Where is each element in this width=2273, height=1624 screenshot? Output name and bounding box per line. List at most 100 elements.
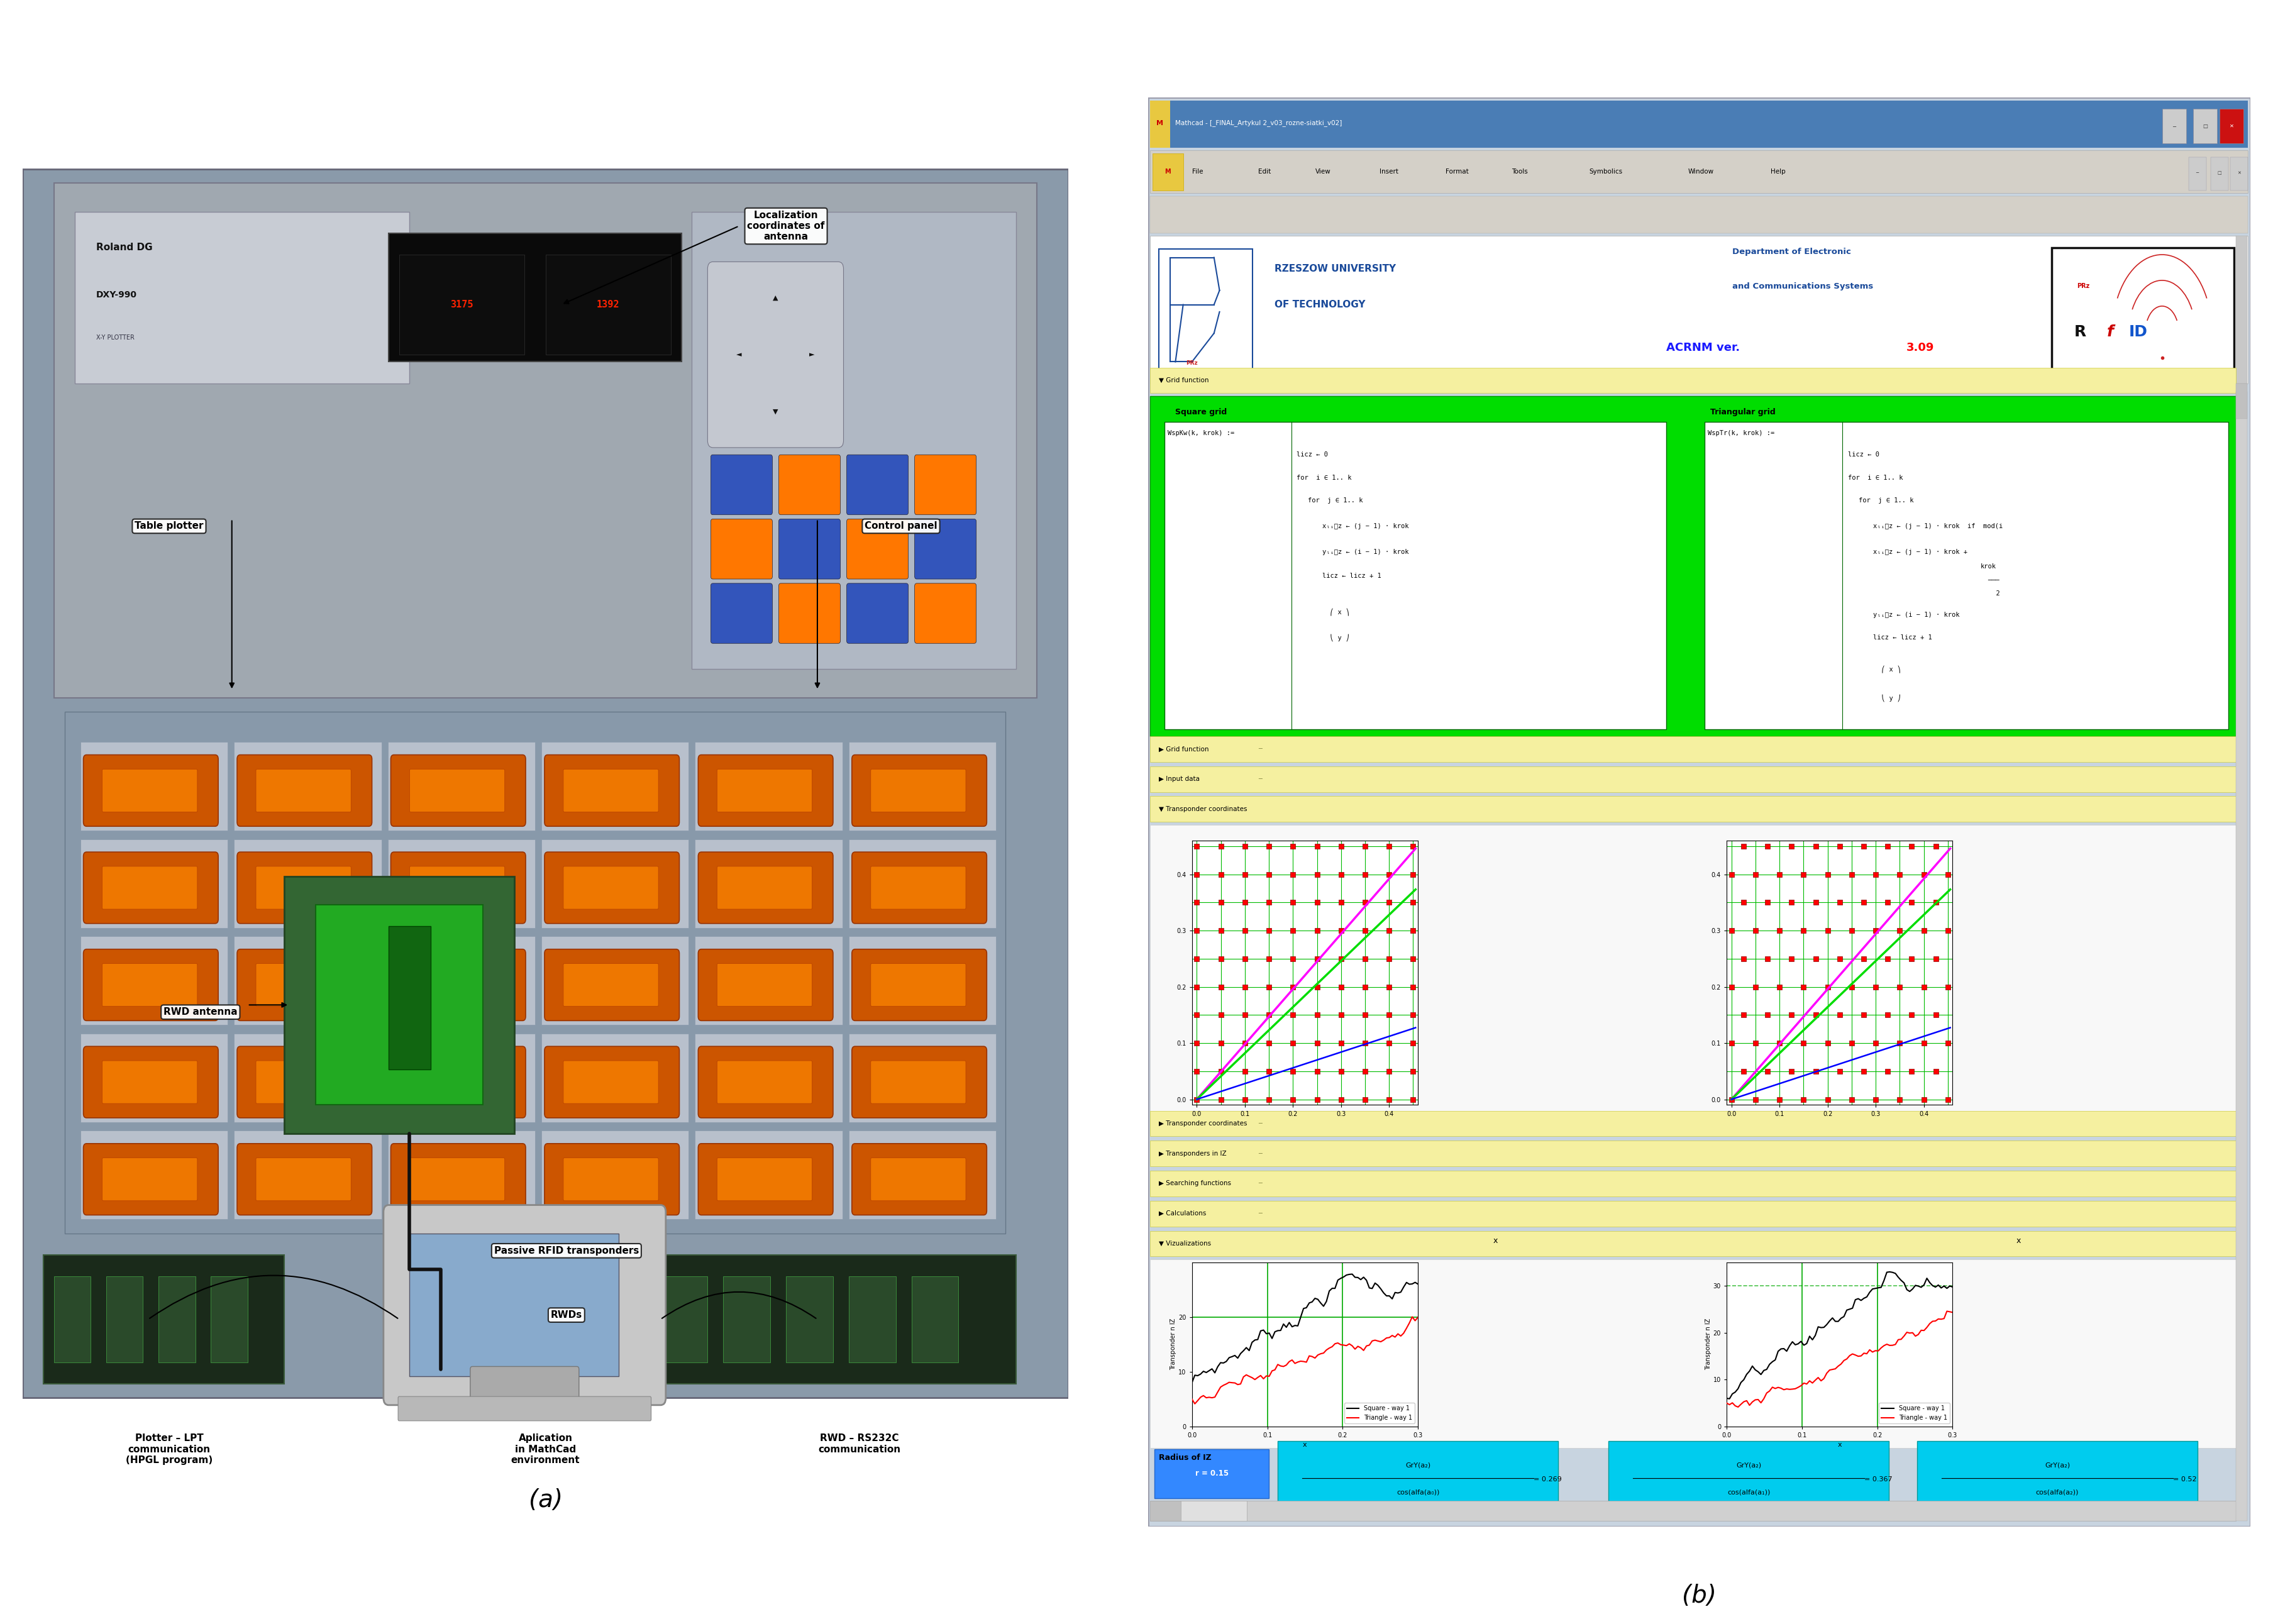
FancyBboxPatch shape [2053, 247, 2234, 378]
FancyBboxPatch shape [1150, 1231, 2237, 1257]
FancyBboxPatch shape [696, 840, 843, 927]
FancyBboxPatch shape [1155, 1449, 1268, 1497]
Text: Symbolics: Symbolics [1589, 169, 1623, 175]
Text: cos(alfa(a₀)): cos(alfa(a₀)) [1396, 1489, 1439, 1496]
FancyBboxPatch shape [384, 1205, 666, 1405]
Text: yₗᵢᴄz ← (i − 1) · krok: yₗᵢᴄz ← (i − 1) · krok [1323, 549, 1409, 555]
FancyBboxPatch shape [1150, 1259, 2237, 1449]
FancyBboxPatch shape [564, 1060, 659, 1104]
Text: ─: ─ [1259, 1121, 1262, 1127]
X-axis label: x: x [1837, 1442, 1841, 1449]
FancyBboxPatch shape [541, 1033, 689, 1122]
Text: krok: krok [1980, 564, 1996, 570]
FancyBboxPatch shape [409, 963, 505, 1007]
Text: Plotter – LPT
communication
(HPGL program): Plotter – LPT communication (HPGL progra… [125, 1434, 214, 1465]
FancyBboxPatch shape [846, 455, 909, 515]
Text: X-Y PLOTTER: X-Y PLOTTER [95, 335, 134, 341]
FancyBboxPatch shape [564, 770, 659, 812]
Text: PRz: PRz [1187, 361, 1198, 365]
FancyBboxPatch shape [716, 1158, 811, 1200]
Text: yₗᵢᴄz ← (i − 1) · krok: yₗᵢᴄz ← (i − 1) · krok [1873, 612, 1959, 617]
FancyBboxPatch shape [102, 1060, 198, 1104]
FancyBboxPatch shape [55, 184, 1036, 698]
FancyBboxPatch shape [236, 1046, 373, 1117]
FancyBboxPatch shape [698, 1143, 834, 1215]
FancyBboxPatch shape [84, 948, 218, 1020]
Text: ▶ Grid function: ▶ Grid function [1159, 745, 1209, 752]
Text: ▶ Input data: ▶ Input data [1159, 776, 1200, 783]
FancyBboxPatch shape [2193, 109, 2216, 143]
FancyBboxPatch shape [80, 1033, 227, 1122]
Text: Passive RFID transponders: Passive RFID transponders [493, 1246, 639, 1255]
FancyBboxPatch shape [1609, 1440, 1889, 1515]
Y-axis label: Transponder n IZ: Transponder n IZ [1171, 1319, 1177, 1371]
Text: RZESZOW UNIVERSITY: RZESZOW UNIVERSITY [1275, 265, 1396, 274]
Text: Tools: Tools [1512, 169, 1527, 175]
FancyBboxPatch shape [1150, 1111, 2237, 1137]
FancyBboxPatch shape [257, 866, 350, 909]
Text: ACRNM ver.: ACRNM ver. [1666, 343, 1743, 352]
Text: Control panel: Control panel [864, 521, 936, 531]
FancyBboxPatch shape [564, 1158, 659, 1200]
FancyBboxPatch shape [871, 1158, 966, 1200]
FancyBboxPatch shape [1918, 1440, 2198, 1515]
FancyBboxPatch shape [257, 963, 350, 1007]
FancyBboxPatch shape [2237, 235, 2248, 383]
Text: ▲: ▲ [773, 294, 777, 300]
Text: DXY-990: DXY-990 [95, 291, 136, 299]
Text: Window: Window [1689, 169, 1714, 175]
Text: □: □ [2203, 123, 2207, 128]
FancyBboxPatch shape [80, 742, 227, 830]
Text: = 0.269: = 0.269 [1534, 1476, 1562, 1483]
FancyBboxPatch shape [1159, 248, 1252, 372]
FancyBboxPatch shape [848, 840, 996, 927]
Text: (b): (b) [1682, 1583, 1716, 1608]
FancyBboxPatch shape [257, 1158, 350, 1200]
FancyBboxPatch shape [871, 1060, 966, 1104]
FancyBboxPatch shape [1705, 422, 2228, 729]
Text: ─: ─ [1259, 1181, 1262, 1187]
Text: ⎝ y ⎠: ⎝ y ⎠ [1882, 693, 1900, 702]
FancyBboxPatch shape [564, 963, 659, 1007]
Text: WspKw(k, krok) :=: WspKw(k, krok) := [1168, 430, 1234, 437]
FancyBboxPatch shape [650, 1255, 1016, 1384]
Text: Help: Help [1771, 169, 1787, 175]
FancyBboxPatch shape [389, 937, 534, 1025]
Text: ⎛ x ⎞: ⎛ x ⎞ [1330, 607, 1350, 615]
FancyBboxPatch shape [914, 583, 977, 643]
FancyBboxPatch shape [43, 1255, 284, 1384]
Text: Table plotter: Table plotter [134, 521, 205, 531]
FancyBboxPatch shape [852, 1046, 986, 1117]
FancyBboxPatch shape [102, 866, 198, 909]
FancyBboxPatch shape [564, 866, 659, 909]
FancyBboxPatch shape [780, 520, 841, 580]
FancyBboxPatch shape [234, 742, 382, 830]
FancyBboxPatch shape [284, 877, 514, 1134]
FancyBboxPatch shape [848, 1033, 996, 1122]
FancyBboxPatch shape [546, 1046, 680, 1117]
FancyBboxPatch shape [723, 1276, 771, 1363]
FancyBboxPatch shape [716, 770, 811, 812]
Text: Edit: Edit [1259, 169, 1271, 175]
Text: ⎝ y ⎠: ⎝ y ⎠ [1330, 633, 1350, 641]
Text: File: File [1191, 169, 1202, 175]
Legend: Square - way 1, Triangle - way 1: Square - way 1, Triangle - way 1 [1880, 1403, 1950, 1424]
FancyBboxPatch shape [1277, 1440, 1557, 1515]
Text: f: f [2107, 325, 2114, 339]
FancyBboxPatch shape [1152, 153, 1184, 190]
FancyBboxPatch shape [236, 948, 373, 1020]
Text: Department of Electronic: Department of Electronic [1732, 248, 1850, 257]
FancyBboxPatch shape [2237, 391, 2248, 1520]
FancyBboxPatch shape [471, 1366, 580, 1408]
FancyBboxPatch shape [2218, 109, 2243, 143]
Text: 3.09: 3.09 [1907, 343, 1934, 352]
FancyBboxPatch shape [1150, 825, 2237, 1119]
FancyBboxPatch shape [84, 853, 218, 924]
FancyBboxPatch shape [780, 455, 841, 515]
FancyBboxPatch shape [852, 948, 986, 1020]
Text: and Communications Systems: and Communications Systems [1732, 283, 1873, 291]
Text: = 0.367: = 0.367 [1864, 1476, 1893, 1483]
FancyBboxPatch shape [661, 1276, 707, 1363]
FancyBboxPatch shape [848, 937, 996, 1025]
Text: GrY(a₂): GrY(a₂) [1405, 1462, 1430, 1468]
